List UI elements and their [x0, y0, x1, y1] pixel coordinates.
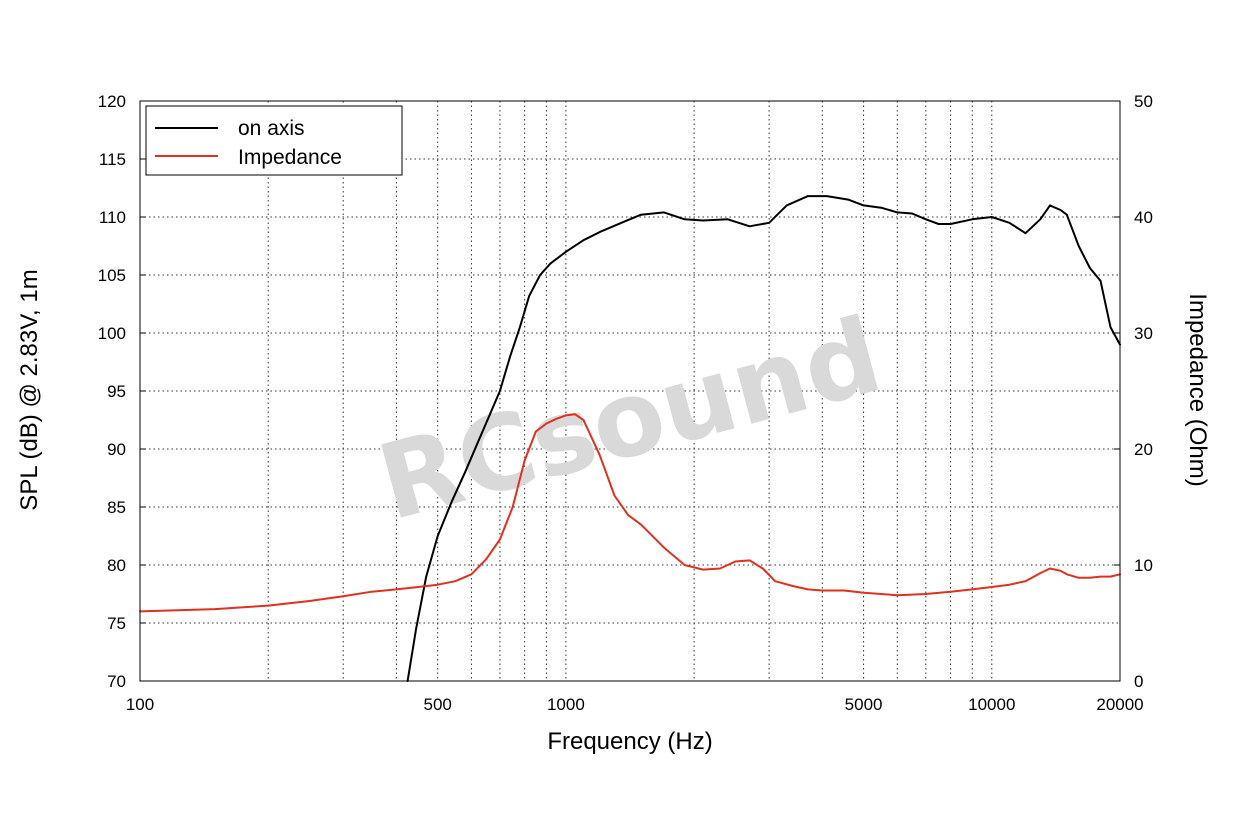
- y-tick-label: 115: [99, 150, 126, 169]
- x-tick-label: 1000: [547, 695, 585, 714]
- y-axis-title: SPL (dB) @ 2.83V, 1m: [16, 269, 43, 510]
- legend: on axis Impedance: [145, 105, 403, 176]
- y-tick-label: 100: [98, 324, 126, 343]
- y-tick-label: 95: [107, 382, 126, 401]
- y2-tick-label: 30: [1134, 324, 1153, 343]
- y-tick-label: 90: [107, 440, 126, 459]
- series-line-impedance: [139, 413, 1121, 613]
- y-tick-label: 70: [107, 672, 126, 691]
- y-tick-label: 110: [99, 208, 126, 227]
- watermark-text: RCsound: [367, 294, 893, 544]
- y-tick-label: 80: [107, 556, 126, 575]
- x-axis-title: Frequency (Hz): [547, 728, 712, 755]
- y2-axis-ticks: 0 10 20 30 40 50: [1114, 92, 1153, 691]
- y2-tick-label: 20: [1134, 440, 1153, 459]
- x-tick-label: 100: [126, 695, 154, 714]
- series-layer: [139, 195, 1121, 682]
- watermark-logo: RCsound: [367, 294, 893, 544]
- y-axis-ticks: 70 75 80 85 90 95 100 105 110 115 120: [98, 92, 146, 691]
- series-line-on-axis: [406, 195, 1121, 682]
- y2-tick-label: 0: [1134, 672, 1143, 691]
- legend-label-impedance: Impedance: [238, 146, 342, 169]
- legend-box: [145, 105, 403, 176]
- y-tick-label: 85: [107, 498, 126, 517]
- y2-tick-label: 10: [1134, 556, 1153, 575]
- y-tick-label: 75: [107, 614, 126, 633]
- y2-axis-title: Impedance (Ohm): [1184, 293, 1211, 486]
- legend-label-on-axis: on axis: [238, 117, 305, 140]
- x-tick-label: 500: [424, 695, 452, 714]
- y-tick-label: 120: [98, 92, 126, 111]
- x-tick-label: 5000: [845, 695, 883, 714]
- x-axis-ticks: 100 500 1000 5000 10000 20000: [126, 695, 1144, 714]
- y-tick-label: 105: [98, 266, 126, 285]
- y2-tick-label: 40: [1134, 208, 1153, 227]
- y2-tick-label: 50: [1134, 92, 1153, 111]
- x-tick-label: 20000: [1096, 695, 1143, 714]
- x-tick-label: 10000: [968, 695, 1015, 714]
